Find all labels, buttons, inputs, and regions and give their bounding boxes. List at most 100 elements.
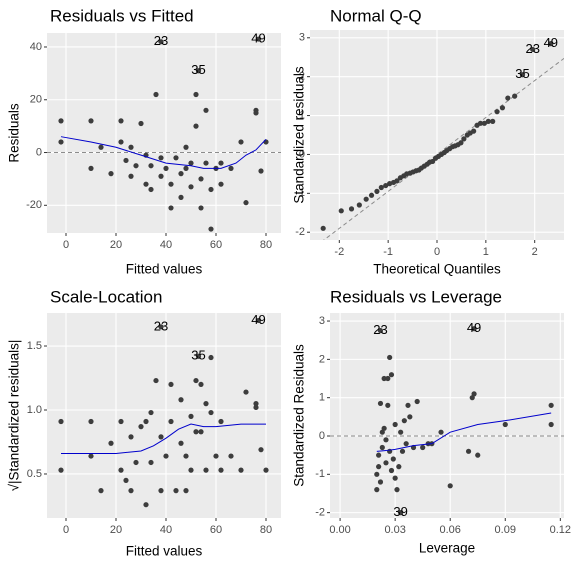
point (193, 429, 199, 435)
point (208, 354, 214, 361)
point (178, 171, 184, 177)
point (392, 475, 398, 481)
point (178, 194, 184, 200)
point (414, 398, 420, 405)
x-tick-label: 0 (434, 246, 440, 258)
point (258, 447, 264, 453)
point (477, 120, 484, 126)
point (138, 120, 144, 127)
panel: 0 20 40 60 80 0.5 1.0 1.5 23 49 35 Scale-Location Fi… (7, 287, 281, 559)
point (381, 375, 387, 382)
point (128, 144, 134, 150)
point (519, 72, 526, 78)
point (471, 326, 477, 332)
plot-layer (320, 41, 564, 240)
point (494, 109, 500, 115)
point (153, 377, 159, 384)
point (213, 453, 219, 459)
point (548, 421, 554, 428)
point (88, 453, 94, 459)
point (183, 165, 189, 171)
x-tick-label: 20 (110, 524, 122, 536)
point (405, 402, 411, 408)
point (458, 140, 464, 146)
point (88, 165, 94, 171)
point (178, 440, 184, 446)
point (356, 202, 362, 208)
x-axis-label: Leverage (419, 541, 475, 556)
point (188, 184, 194, 190)
point (193, 91, 199, 98)
point (401, 418, 407, 424)
chart-title: Normal Q-Q (330, 6, 422, 25)
point (390, 456, 396, 462)
y-tick-label: 0.5 (27, 468, 42, 480)
point (168, 418, 174, 425)
x-tick-label: 40 (160, 524, 172, 536)
point (255, 317, 262, 324)
point (238, 467, 244, 473)
point (168, 181, 174, 187)
point (198, 429, 204, 435)
point (178, 397, 184, 403)
point-label: 35 (191, 62, 205, 77)
point (398, 429, 404, 435)
x-tick-label: 0.00 (329, 524, 350, 536)
point (387, 181, 393, 187)
y-tick-label: 0 (319, 430, 325, 442)
point (461, 136, 467, 142)
panel-background (47, 33, 281, 233)
point (208, 409, 214, 416)
point (374, 487, 380, 493)
point (195, 353, 202, 359)
point-label: 23 (154, 318, 168, 333)
point (320, 225, 326, 231)
point (218, 181, 224, 187)
x-tick-label: 2 (532, 246, 538, 258)
point (512, 93, 518, 99)
point (394, 487, 400, 493)
point (58, 467, 64, 473)
point-label: 23 (154, 33, 168, 48)
x-axis-label: Theoretical Quantiles (373, 262, 501, 277)
point (385, 375, 391, 382)
point (379, 444, 385, 451)
point (490, 118, 496, 124)
point (253, 404, 259, 411)
point (123, 157, 129, 164)
point (377, 479, 384, 485)
y-axis-label: Standardized residuals (292, 66, 307, 204)
point-label: 49 (467, 320, 481, 335)
point (381, 425, 387, 431)
point (173, 488, 179, 494)
point (98, 488, 104, 494)
point (118, 139, 124, 145)
point (218, 418, 224, 425)
point (374, 188, 380, 194)
point (465, 448, 472, 454)
point (118, 467, 124, 473)
y-axis-label: Standardized Residuals (292, 344, 307, 487)
point (438, 429, 444, 435)
plot-layer (47, 36, 281, 232)
y-tick-label: 2 (319, 353, 325, 365)
point (108, 171, 114, 177)
point (548, 41, 554, 47)
point (368, 192, 375, 198)
point (153, 91, 159, 98)
point (396, 464, 402, 470)
point (383, 437, 389, 443)
x-tick-label: 1 (483, 246, 489, 258)
point (499, 105, 506, 111)
point (505, 95, 511, 101)
point (143, 181, 149, 187)
chart-title: Residuals vs Fitted (50, 6, 194, 25)
x-tick-label: -1 (383, 246, 393, 258)
point (388, 372, 395, 378)
point (203, 400, 209, 407)
point (143, 502, 149, 508)
point (88, 118, 94, 124)
y-tick-label: -2 (315, 507, 325, 519)
smooth-line (61, 423, 266, 455)
